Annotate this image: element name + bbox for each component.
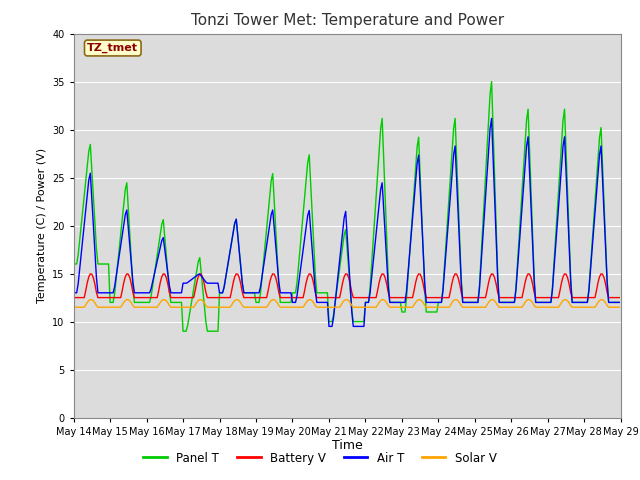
Battery V	[586, 295, 594, 300]
Title: Tonzi Tower Met: Temperature and Power: Tonzi Tower Met: Temperature and Power	[191, 13, 504, 28]
Battery V	[234, 271, 242, 277]
Line: Panel T: Panel T	[74, 82, 620, 331]
Battery V	[261, 295, 269, 300]
Air T	[308, 248, 316, 253]
Solar V	[616, 304, 623, 310]
Panel T	[588, 243, 596, 249]
Panel T	[488, 79, 495, 84]
Battery V	[138, 295, 146, 300]
Air T	[616, 300, 623, 305]
Panel T	[137, 300, 145, 305]
Panel T	[234, 232, 242, 238]
Air T	[260, 263, 268, 269]
Solar V	[70, 304, 77, 310]
Air T	[232, 216, 240, 222]
Panel T	[616, 300, 623, 305]
Battery V	[86, 271, 94, 277]
Line: Air T: Air T	[74, 119, 620, 326]
X-axis label: Time: Time	[332, 439, 363, 453]
Text: TZ_tmet: TZ_tmet	[87, 43, 138, 53]
Battery V	[310, 281, 317, 287]
Battery V	[616, 295, 623, 300]
Battery V	[252, 295, 260, 300]
Solar V	[86, 297, 94, 302]
Solar V	[138, 304, 146, 310]
Solar V	[586, 304, 594, 310]
Panel T	[179, 328, 187, 334]
Legend: Panel T, Battery V, Air T, Solar V: Panel T, Battery V, Air T, Solar V	[139, 447, 501, 469]
Air T	[588, 249, 596, 255]
Panel T	[261, 242, 269, 248]
Line: Solar V: Solar V	[74, 300, 620, 307]
Air T	[137, 290, 145, 296]
Panel T	[252, 300, 260, 305]
Line: Battery V: Battery V	[74, 274, 620, 298]
Solar V	[261, 304, 269, 310]
Battery V	[70, 295, 77, 300]
Air T	[325, 324, 333, 329]
Panel T	[70, 261, 77, 267]
Solar V	[252, 304, 260, 310]
Air T	[251, 290, 259, 296]
Panel T	[310, 242, 317, 248]
Air T	[70, 290, 77, 296]
Solar V	[310, 300, 317, 306]
Solar V	[234, 297, 242, 302]
Air T	[488, 116, 495, 121]
Y-axis label: Temperature (C) / Power (V): Temperature (C) / Power (V)	[36, 148, 47, 303]
